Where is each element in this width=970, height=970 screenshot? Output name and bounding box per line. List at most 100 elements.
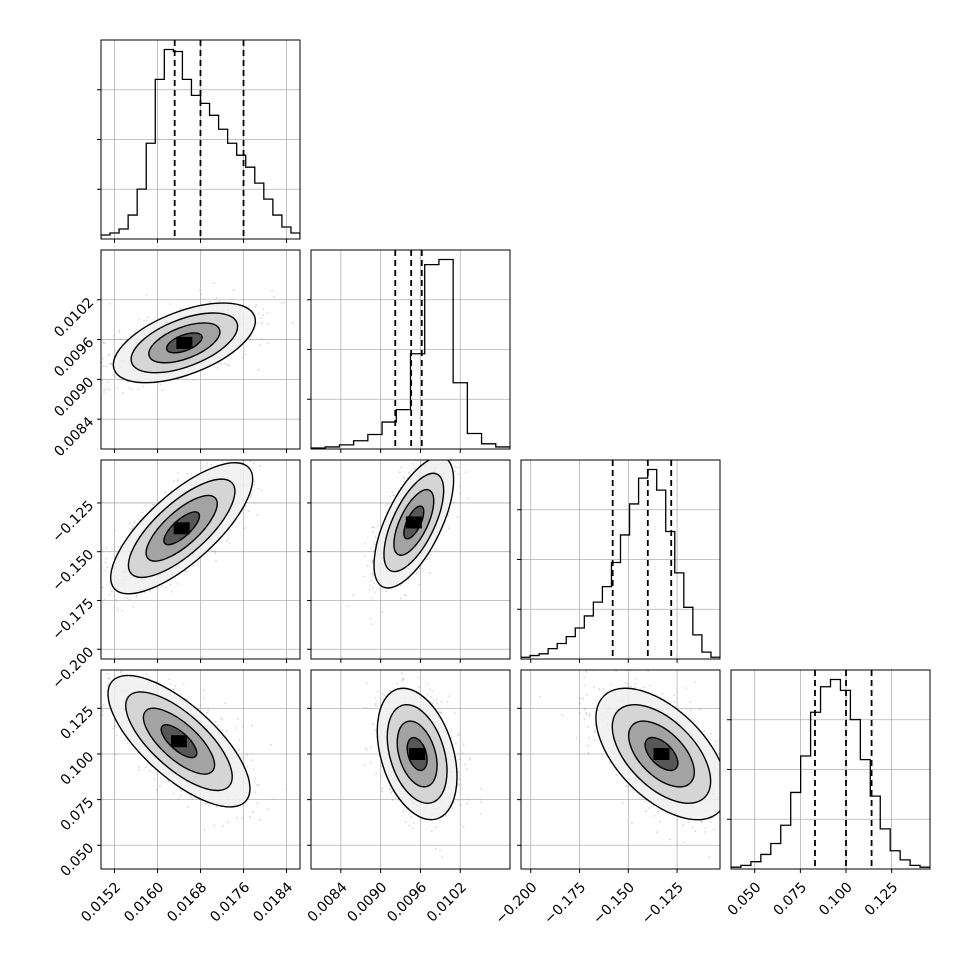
scatter-point bbox=[412, 665, 414, 667]
scatter-point bbox=[224, 702, 227, 704]
scatter-point bbox=[372, 559, 374, 562]
scatter-point bbox=[112, 727, 115, 730]
scatter-point bbox=[102, 365, 105, 368]
scatter-point bbox=[668, 838, 671, 841]
scatter-point bbox=[430, 830, 433, 833]
scatter-point bbox=[102, 341, 105, 344]
scatter-point bbox=[107, 381, 110, 384]
scatter-point bbox=[94, 601, 96, 603]
scatter-point bbox=[214, 552, 217, 554]
scatter-point bbox=[373, 591, 376, 593]
scatter-point bbox=[402, 476, 405, 479]
scatter-point bbox=[739, 779, 741, 781]
scatter-point bbox=[429, 553, 432, 556]
scatter-point bbox=[381, 692, 384, 695]
scatter-point bbox=[105, 547, 108, 549]
scatter-panel-p2-p3 bbox=[517, 669, 741, 873]
scatter-point bbox=[289, 440, 291, 442]
scatter-point bbox=[213, 282, 215, 284]
scatter-point bbox=[399, 597, 402, 600]
scatter-point bbox=[272, 798, 274, 801]
scatter-point bbox=[380, 765, 383, 768]
scatter-point bbox=[126, 640, 128, 642]
scatter-point bbox=[369, 618, 372, 620]
scatter-panel-p1-p3 bbox=[307, 633, 511, 873]
scatter-point bbox=[436, 698, 438, 701]
scatter-point bbox=[469, 757, 471, 759]
scatter-point bbox=[161, 585, 163, 588]
scatter-point bbox=[50, 401, 52, 403]
scatter-point bbox=[103, 342, 106, 344]
scatter-point bbox=[108, 593, 111, 596]
scatter-point bbox=[266, 342, 269, 344]
scatter-point bbox=[121, 609, 124, 612]
scatter-point bbox=[121, 673, 124, 676]
hist-panel-p0-content bbox=[101, 40, 300, 239]
scatter-panel-p0-p3-content bbox=[93, 640, 300, 869]
scatter-point bbox=[266, 323, 269, 326]
scatter-point bbox=[402, 810, 405, 813]
scatter-point bbox=[455, 452, 457, 454]
scatter-point bbox=[689, 701, 692, 703]
scatter-point bbox=[117, 609, 119, 612]
scatter-point bbox=[173, 480, 175, 483]
scatter-point bbox=[93, 673, 95, 675]
scatter-point bbox=[347, 605, 350, 607]
scatter-point bbox=[362, 575, 365, 578]
scatter-point bbox=[149, 590, 151, 592]
scatter-point bbox=[411, 827, 414, 830]
scatter-panel-p1-p2-content bbox=[311, 443, 510, 659]
scatter-point bbox=[463, 453, 465, 455]
hist-panel-p2 bbox=[517, 459, 721, 663]
scatter-point bbox=[251, 759, 253, 762]
scatter-point bbox=[371, 722, 374, 725]
scatter-point bbox=[115, 661, 117, 663]
scatter-panel-p0-p1-content bbox=[50, 250, 300, 449]
scatter-point bbox=[377, 524, 380, 527]
scatter-point bbox=[434, 847, 437, 850]
scatter-point bbox=[253, 483, 256, 486]
scatter-point bbox=[375, 704, 377, 707]
scatter-point bbox=[227, 538, 229, 540]
scatter-point bbox=[119, 671, 122, 674]
scatter-point bbox=[98, 691, 100, 693]
scatter-point bbox=[172, 792, 175, 795]
scatter-point bbox=[371, 623, 373, 626]
scatter-point bbox=[254, 306, 257, 308]
panel-frame bbox=[310, 249, 511, 450]
scatter-point bbox=[285, 788, 288, 791]
scatter-point bbox=[249, 460, 252, 463]
scatter-point bbox=[110, 655, 112, 657]
scatter-point bbox=[248, 815, 251, 818]
scatter-point bbox=[261, 322, 263, 325]
scatter-point bbox=[193, 379, 195, 381]
scatter-point bbox=[673, 700, 675, 703]
scatter-panel-p2-p3-content bbox=[521, 670, 741, 869]
scatter-point bbox=[407, 633, 409, 635]
scatter-point bbox=[253, 480, 256, 483]
scatter-point bbox=[101, 714, 104, 717]
scatter-point bbox=[283, 301, 286, 304]
scatter-point bbox=[694, 830, 697, 833]
scatter-point bbox=[271, 290, 273, 292]
scatter-point bbox=[377, 690, 379, 693]
scatter-point bbox=[133, 521, 136, 524]
scatter-point bbox=[457, 771, 460, 774]
scatter-point bbox=[412, 822, 415, 824]
scatter-point bbox=[206, 463, 209, 465]
scatter-point bbox=[145, 766, 147, 769]
scatter-point bbox=[110, 362, 112, 365]
scatter-point bbox=[372, 574, 374, 577]
scatter-point bbox=[256, 802, 259, 804]
scatter-point bbox=[203, 829, 206, 831]
scatter-point bbox=[408, 824, 411, 827]
scatter-point bbox=[392, 494, 394, 496]
histogram-step bbox=[731, 678, 930, 869]
scatter-point bbox=[115, 599, 118, 602]
scatter-point bbox=[396, 682, 399, 685]
scatter-point bbox=[438, 445, 440, 447]
scatter-point bbox=[106, 388, 108, 390]
scatter-point bbox=[456, 443, 458, 445]
scatter-point bbox=[438, 711, 441, 714]
